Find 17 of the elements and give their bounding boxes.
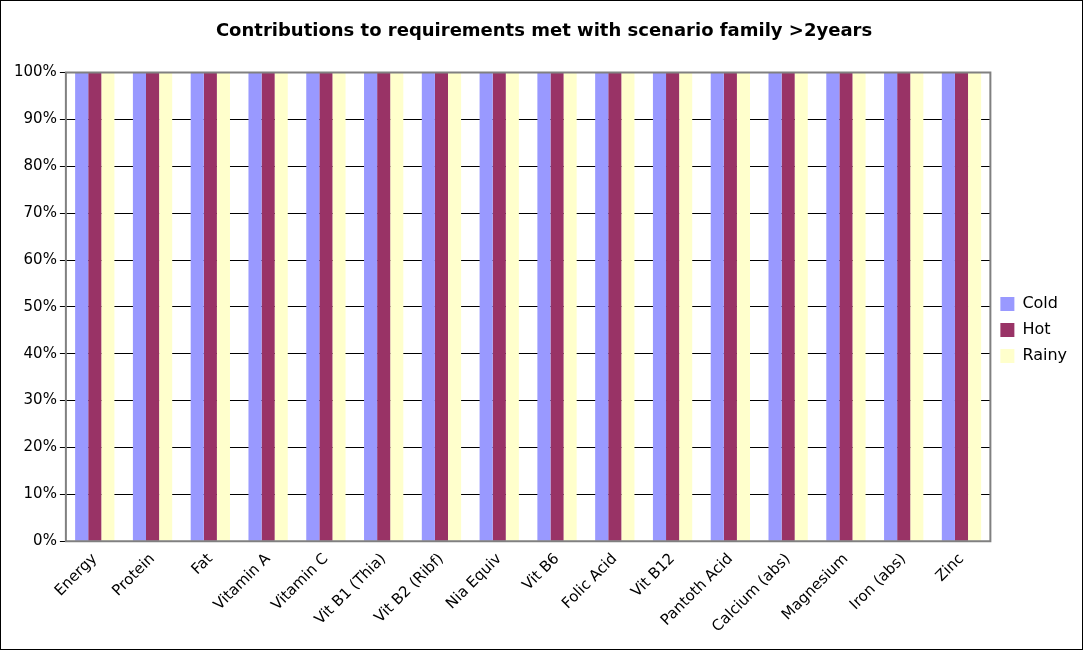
- y-tick-label: 30%: [23, 390, 57, 409]
- y-tick-label: 0%: [33, 531, 57, 550]
- legend-label: Cold: [1022, 293, 1058, 313]
- x-tick-label: Vit B6: [518, 549, 563, 594]
- y-tick-label: 90%: [23, 109, 57, 128]
- x-tick-label: Fat: [187, 549, 216, 578]
- y-tick-label: 50%: [23, 296, 57, 315]
- legend-label: Rainy: [1022, 345, 1067, 365]
- y-tick-label: 40%: [23, 343, 57, 362]
- y-tick-label: 10%: [23, 484, 57, 503]
- y-tick-label: 70%: [23, 203, 57, 222]
- chart-title: Contributions to requirements met with scenario family >2years: [215, 19, 873, 41]
- y-tick-label: 100%: [13, 62, 57, 81]
- legend-label: Hot: [1022, 319, 1051, 339]
- y-tick-label: 20%: [23, 437, 57, 456]
- y-tick-label: 80%: [23, 156, 57, 175]
- y-tick-label: 60%: [23, 249, 57, 268]
